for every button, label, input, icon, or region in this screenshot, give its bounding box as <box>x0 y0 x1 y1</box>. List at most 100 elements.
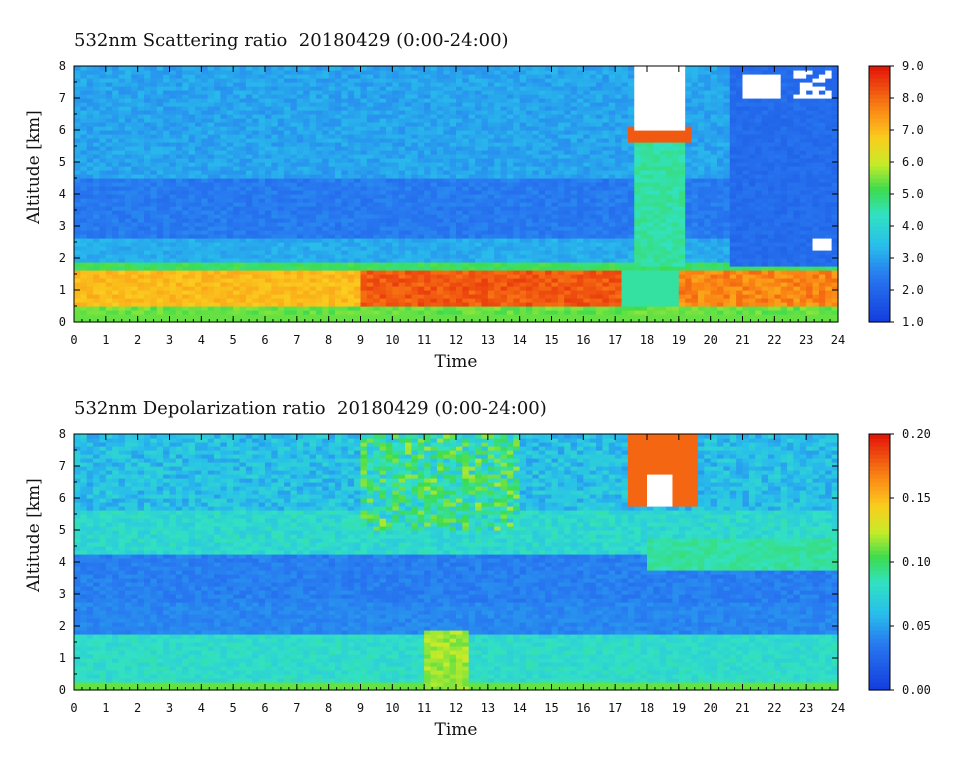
heatmap-cell <box>207 194 215 199</box>
heatmap-cell <box>277 150 285 155</box>
heatmap-cell <box>265 126 272 131</box>
heatmap-cell <box>290 198 298 203</box>
heatmap-cell <box>392 274 400 279</box>
heatmap-cell <box>385 190 393 195</box>
heatmap-cell <box>296 302 304 307</box>
heatmap-cell <box>112 318 120 323</box>
heatmap-cell <box>424 150 432 155</box>
heatmap-cell <box>424 162 432 167</box>
heatmap-cell <box>456 138 463 143</box>
heatmap-cell <box>175 82 183 87</box>
heatmap-cell <box>105 250 113 255</box>
heatmap-cell <box>290 130 298 135</box>
heatmap-cell <box>86 250 94 255</box>
heatmap-cell <box>398 214 406 219</box>
heatmap-cell <box>468 122 476 127</box>
heatmap-cell <box>265 194 272 199</box>
heatmap-cell <box>137 146 145 151</box>
heatmap-cell <box>137 90 145 95</box>
heatmap-cell <box>551 298 559 303</box>
heatmap-cell <box>220 214 228 219</box>
heatmap-cell <box>271 314 279 319</box>
heatmap-cell <box>284 190 292 195</box>
heatmap-cell <box>564 214 572 219</box>
heatmap-cell <box>481 310 489 315</box>
heatmap-cell <box>169 262 177 267</box>
heatmap-cell <box>201 154 209 159</box>
heatmap-cell <box>494 178 502 183</box>
heatmap-cell <box>201 250 209 255</box>
heatmap-cell <box>315 202 323 207</box>
heatmap-cell <box>93 246 101 251</box>
heatmap-cell <box>519 70 527 75</box>
heatmap-cell <box>233 258 241 263</box>
heatmap-cell <box>252 66 260 71</box>
heatmap-cell <box>80 194 88 199</box>
heatmap-cell <box>354 298 362 303</box>
heatmap-cell <box>118 94 126 99</box>
heatmap-cell <box>169 98 177 103</box>
heatmap-cell <box>124 294 132 299</box>
heatmap-cell <box>417 194 425 199</box>
heatmap-cell <box>551 130 559 135</box>
heatmap-cell <box>430 98 438 103</box>
heatmap-cell <box>315 198 323 203</box>
heatmap-cell <box>411 238 419 243</box>
heatmap-cell <box>156 282 164 287</box>
heatmap-cell <box>315 154 323 159</box>
heatmap-cell <box>207 270 215 275</box>
heatmap-cell <box>86 270 94 275</box>
heatmap-cell <box>201 282 209 287</box>
heatmap-cell <box>519 214 527 219</box>
heatmap-cell <box>233 246 241 251</box>
heatmap-cell <box>118 246 126 251</box>
heatmap-cell <box>564 202 572 207</box>
heatmap-cell <box>481 246 489 251</box>
heatmap-cell <box>506 114 514 119</box>
heatmap-cell <box>405 254 413 259</box>
heatmap-cell <box>163 226 171 231</box>
heatmap-cell <box>245 126 253 131</box>
heatmap-cell <box>137 258 145 263</box>
heatmap-cell <box>118 126 126 131</box>
heatmap-cell <box>252 82 260 87</box>
heatmap-cell <box>564 106 572 111</box>
heatmap-cell <box>328 134 336 139</box>
heatmap-cell <box>519 98 527 103</box>
heatmap-cell <box>156 190 164 195</box>
heatmap-cell <box>379 286 387 291</box>
heatmap-cell <box>284 142 292 147</box>
heatmap-cell <box>80 106 88 111</box>
heatmap-cell <box>373 106 381 111</box>
heatmap-cell <box>405 186 413 191</box>
heatmap-cell <box>487 114 495 119</box>
heatmap-cell <box>163 198 171 203</box>
heatmap-cell <box>526 82 533 87</box>
heatmap-cell <box>373 70 381 75</box>
heatmap-cell <box>513 274 521 279</box>
heatmap-cell <box>411 314 419 319</box>
heatmap-cell <box>424 214 432 219</box>
heatmap-cell <box>392 138 400 143</box>
heatmap-cell <box>456 318 463 323</box>
heatmap-cell <box>271 218 279 223</box>
heatmap-cell <box>379 298 387 303</box>
heatmap-cell <box>417 294 425 299</box>
heatmap-cell <box>449 142 457 147</box>
heatmap-cell <box>436 102 444 107</box>
heatmap-cell <box>271 122 279 127</box>
heatmap-cell <box>214 194 222 199</box>
heatmap-cell <box>86 234 94 239</box>
heatmap-cell <box>424 238 432 243</box>
heatmap-cell <box>468 190 476 195</box>
heatmap-cell <box>417 298 425 303</box>
heatmap-cell <box>379 126 387 131</box>
heatmap-cell <box>526 74 533 79</box>
heatmap-cell <box>265 242 272 247</box>
heatmap-cell <box>93 158 101 163</box>
heatmap-cell <box>265 206 272 211</box>
heatmap-cell <box>112 146 120 151</box>
heatmap-cell <box>303 158 311 163</box>
heatmap-cell <box>551 86 559 91</box>
heatmap-cell <box>335 298 342 303</box>
